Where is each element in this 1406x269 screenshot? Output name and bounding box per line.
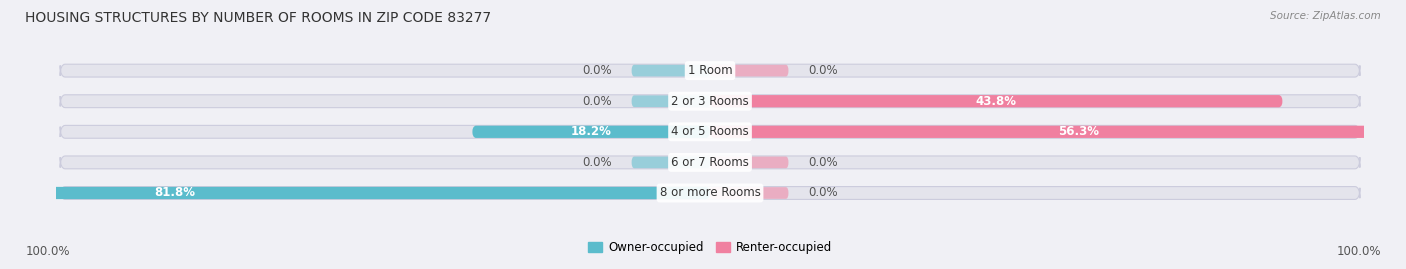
FancyBboxPatch shape — [60, 64, 1360, 77]
FancyBboxPatch shape — [710, 65, 789, 76]
Text: 0.0%: 0.0% — [582, 64, 612, 77]
Text: 2 or 3 Rooms: 2 or 3 Rooms — [671, 95, 749, 108]
FancyBboxPatch shape — [60, 125, 1360, 138]
Text: 0.0%: 0.0% — [808, 64, 838, 77]
FancyBboxPatch shape — [631, 95, 710, 107]
FancyBboxPatch shape — [631, 65, 710, 76]
Text: 100.0%: 100.0% — [1336, 245, 1381, 258]
FancyBboxPatch shape — [472, 126, 710, 138]
Text: HOUSING STRUCTURES BY NUMBER OF ROOMS IN ZIP CODE 83277: HOUSING STRUCTURES BY NUMBER OF ROOMS IN… — [25, 11, 492, 25]
Text: 100.0%: 100.0% — [25, 245, 70, 258]
Text: 0.0%: 0.0% — [582, 95, 612, 108]
Text: 43.8%: 43.8% — [976, 95, 1017, 108]
Text: 1 Room: 1 Room — [688, 64, 733, 77]
Text: 18.2%: 18.2% — [571, 125, 612, 138]
FancyBboxPatch shape — [710, 95, 1282, 107]
Legend: Owner-occupied, Renter-occupied: Owner-occupied, Renter-occupied — [588, 241, 832, 254]
Text: 0.0%: 0.0% — [808, 186, 838, 200]
Text: 6 or 7 Rooms: 6 or 7 Rooms — [671, 156, 749, 169]
Text: 56.3%: 56.3% — [1057, 125, 1098, 138]
FancyBboxPatch shape — [710, 187, 789, 199]
FancyBboxPatch shape — [60, 95, 1360, 108]
Text: 81.8%: 81.8% — [155, 186, 195, 200]
FancyBboxPatch shape — [60, 187, 1360, 199]
FancyBboxPatch shape — [710, 157, 789, 168]
Text: 8 or more Rooms: 8 or more Rooms — [659, 186, 761, 200]
Text: Source: ZipAtlas.com: Source: ZipAtlas.com — [1270, 11, 1381, 21]
Text: 0.0%: 0.0% — [582, 156, 612, 169]
FancyBboxPatch shape — [0, 187, 710, 199]
FancyBboxPatch shape — [631, 157, 710, 168]
Text: 4 or 5 Rooms: 4 or 5 Rooms — [671, 125, 749, 138]
FancyBboxPatch shape — [60, 156, 1360, 169]
Text: 0.0%: 0.0% — [808, 156, 838, 169]
FancyBboxPatch shape — [710, 126, 1406, 138]
